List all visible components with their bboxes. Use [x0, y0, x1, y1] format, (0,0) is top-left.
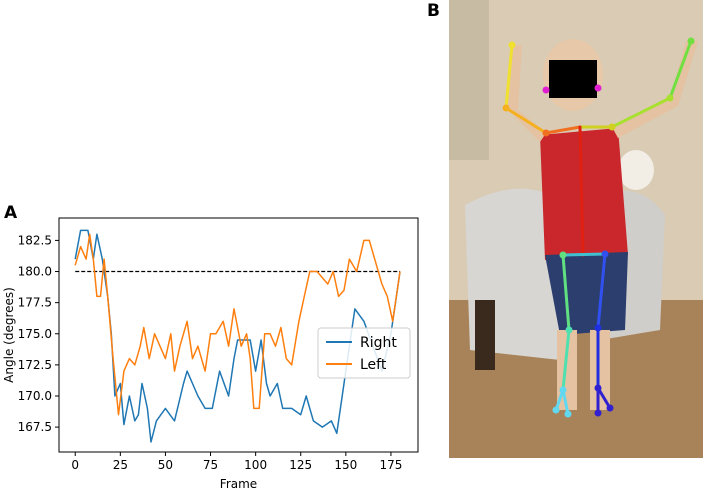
legend-box [317, 327, 411, 379]
y-tick-label: 177.5 [18, 296, 52, 310]
x-tick-label: 150 [334, 458, 357, 472]
panel-label: B [427, 1, 440, 21]
door-frame [449, 0, 489, 160]
legend-label: Left [360, 357, 387, 373]
x-tick-label: 125 [289, 458, 312, 472]
photo [449, 0, 703, 458]
keypoints [502, 37, 695, 418]
y-tick-label: 170.0 [18, 389, 52, 403]
legend-label: Right [360, 335, 397, 351]
lamp [618, 150, 654, 190]
x-tick-label: 0 [71, 458, 79, 472]
series-line [74, 229, 401, 443]
arm [506, 45, 546, 142]
y-tick-label: 167.5 [18, 420, 52, 434]
y-tick-label: 175.0 [18, 327, 52, 341]
x-tick-label: 25 [113, 458, 128, 472]
series-line [74, 233, 401, 416]
y-tick-label: 180.0 [18, 265, 52, 279]
plot-frame [58, 217, 419, 453]
y-axis-label: Angle (degrees) [2, 287, 16, 383]
x-tick-label: 75 [203, 458, 218, 472]
x-axis-label: Frame [220, 477, 257, 490]
face-mask [549, 60, 597, 98]
shirt [540, 128, 628, 260]
arm [612, 41, 698, 138]
skeleton [504, 39, 693, 416]
x-tick-label: 175 [379, 458, 402, 472]
y-tick-label: 172.5 [18, 358, 52, 372]
y-tick-label: 182.5 [18, 233, 52, 247]
x-tick-label: 100 [244, 458, 267, 472]
chair-leg [475, 300, 495, 370]
leg [590, 330, 610, 410]
legend: Right Left [317, 327, 411, 379]
x-tick-label: 50 [158, 458, 173, 472]
panel-label: A [4, 203, 18, 223]
